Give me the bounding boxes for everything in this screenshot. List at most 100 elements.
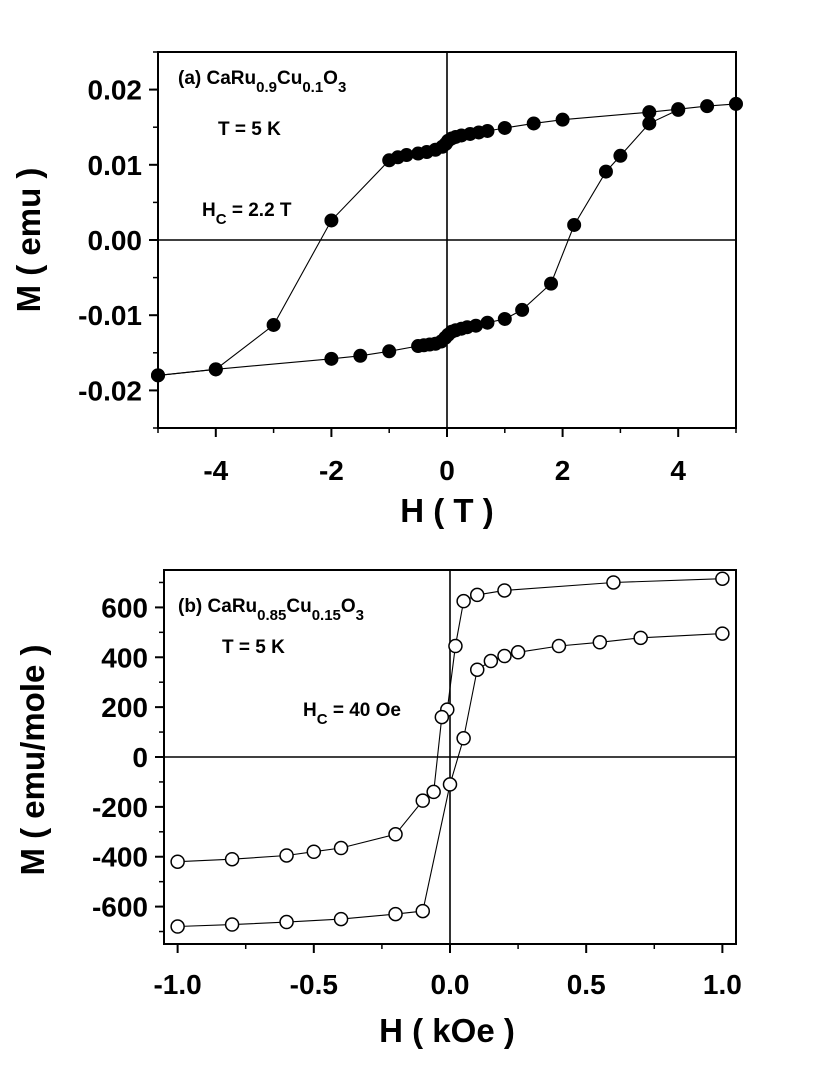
panel-b-y-tick-label: 200 — [101, 692, 148, 723]
panel-a-data-point — [382, 344, 397, 359]
panel-a-data-point — [567, 217, 582, 232]
panel-b-y-tick-label: 600 — [101, 592, 148, 623]
panel-b-data-point — [592, 635, 608, 650]
panel-a-ticks — [149, 51, 737, 437]
panel-a-coercivity-label: HC = 2.2 T — [202, 200, 292, 228]
panel-a-x-tick-label: -2 — [319, 455, 344, 486]
panel-a-data-point — [208, 362, 223, 377]
panel-a-y-tick-label: 0.00 — [88, 225, 143, 256]
panel-a-y-tick-label: -0.01 — [78, 300, 142, 331]
panel-b-data-point — [279, 914, 294, 930]
panel-a-data-point — [324, 351, 339, 366]
panel-a-y-tick-label: -0.02 — [78, 375, 142, 406]
panel-a-data-point — [598, 164, 613, 179]
panel-b-zero-lines — [164, 570, 736, 944]
panel-b-data-point — [456, 731, 471, 746]
panel-b-data-point — [415, 903, 431, 919]
panel-a-y-tick-label: 0.02 — [88, 75, 143, 106]
panel-a-data-point — [544, 276, 559, 291]
panel-a-x-axis-label: H ( T ) — [400, 492, 493, 529]
panel-b-data-point — [497, 583, 512, 598]
panel-a-data-point — [382, 153, 397, 168]
panel-b-ticks — [155, 581, 724, 953]
panel-b-data-point — [333, 840, 349, 856]
panel-b-data-point — [551, 638, 567, 654]
panel-b-data-point — [633, 630, 648, 646]
panel-b-data-point — [170, 854, 185, 869]
panel-a-data-points — [151, 96, 743, 383]
panel-b-chart: -1.0 -0.5 0.0 0.5 1.0-600-400-2000200400600 … — [14, 569, 742, 1049]
panel-b-data-point — [388, 827, 403, 842]
panel-b-data-point — [448, 638, 463, 654]
panel-a-sample-label: (a) CaRu0.9Cu0.1O3 — [178, 68, 346, 96]
panel-b-data-point — [388, 906, 403, 922]
panel-b-series-line-descending — [177, 578, 723, 863]
panel-a-tick-labels: -4 -2 0 2 4 -0.02 -0.01 0.00 0.01 0.02 — [78, 75, 686, 486]
panel-a-data-point — [642, 116, 657, 131]
panel-a-y-tick-label: 0.01 — [88, 150, 143, 181]
panel-b-coercivity-label: HC = 40 Oe — [303, 700, 401, 728]
panel-b-data-point — [715, 626, 730, 641]
panel-a-x-tick-label: 4 — [670, 455, 686, 486]
panel-b-y-tick-label: -400 — [92, 842, 148, 873]
panel-a-data-point — [480, 315, 495, 330]
panel-a-data-point — [497, 120, 512, 135]
panel-a-data-point — [515, 302, 530, 317]
panel-a-data-point — [613, 148, 628, 163]
panel-b-data-point — [333, 911, 349, 927]
panel-b-data-point — [426, 784, 441, 800]
panel-b-data-point — [483, 653, 499, 669]
panel-b-y-tick-label: 400 — [101, 642, 148, 673]
panel-a-chart: -4 -2 0 2 4 -0.02 -0.01 0.00 0.01 0.02 (a) CaRu0.… — [10, 51, 743, 529]
panel-b-x-tick-label: 0.5 — [567, 969, 606, 1000]
panel-b-y-tick-label: -600 — [92, 892, 148, 923]
panel-a-data-point — [729, 96, 743, 111]
panel-b-data-points — [170, 571, 730, 934]
panel-b-sample-label: (b) CaRu0.85Cu0.15O3 — [178, 596, 364, 624]
panel-a-data-point — [324, 213, 339, 228]
panel-b-data-point — [510, 645, 526, 660]
panel-a-x-tick-label: 0 — [439, 455, 455, 486]
panel-a-data-point — [700, 99, 715, 114]
panel-b-data-point — [415, 793, 431, 808]
panel-b-data-point — [497, 648, 512, 664]
panel-b-tick-labels: -1.0 -0.5 0.0 0.5 1.0 -600 -400 -200 0 200 400 600 — [92, 592, 742, 1000]
panel-b-x-tick-label: 1.0 — [703, 969, 742, 1000]
panel-a-temperature-label: T = 5 K — [218, 119, 281, 140]
panel-b-data-point — [279, 848, 294, 863]
panel-a-y-axis-label: M ( emu ) — [10, 168, 47, 313]
panel-b-y-axis-label: M ( emu/mole ) — [14, 644, 51, 875]
panel-a-zero-lines — [158, 52, 736, 428]
panel-a-data-point — [671, 102, 686, 117]
panel-b-data-point — [469, 587, 485, 603]
panel-a-data-point — [353, 348, 368, 363]
panel-b-data-point — [224, 851, 240, 867]
panel-b-data-point — [224, 917, 240, 932]
panel-b-data-point — [456, 593, 471, 609]
panel-a-data-point — [151, 368, 165, 383]
panel-b-data-point — [306, 844, 322, 859]
panel-b-data-point — [442, 777, 458, 792]
panel-b-data-point — [469, 662, 485, 677]
panel-a-data-point — [497, 311, 512, 326]
panel-b-y-tick-label: -200 — [92, 792, 148, 823]
panel-b-data-point — [606, 575, 621, 590]
panel-b-series-line-ascending — [177, 633, 723, 928]
panel-a-data-point — [411, 146, 426, 161]
panel-a-data-point — [526, 116, 541, 131]
panel-a-data-point — [266, 317, 281, 332]
panel-b-temperature-label: T = 5 K — [222, 637, 285, 658]
panel-b-x-tick-label: -0.5 — [290, 969, 338, 1000]
panel-b-series-lines — [177, 578, 723, 928]
panel-b-x-axis-label: H ( kOe ) — [379, 1012, 515, 1049]
panel-b-x-tick-label: -1.0 — [153, 969, 201, 1000]
panel-b-data-point — [170, 919, 185, 934]
panel-b-data-point — [715, 571, 730, 586]
panel-a-x-tick-label: 2 — [555, 455, 571, 486]
panel-b-data-point — [434, 709, 450, 725]
panel-b-y-tick-label: 0 — [132, 742, 148, 773]
panel-a-x-tick-label: -4 — [203, 455, 228, 486]
panel-a-data-point — [468, 318, 483, 333]
panel-b-x-tick-label: 0.0 — [431, 969, 470, 1000]
